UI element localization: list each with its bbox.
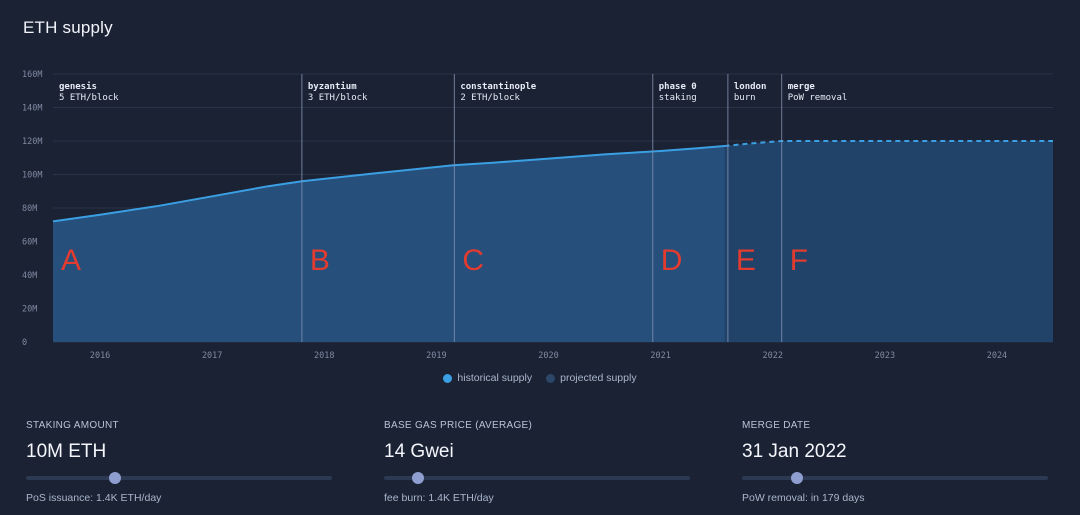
x-tick-label: 2017	[202, 351, 222, 361]
y-tick-label: 100M	[22, 171, 42, 181]
y-tick-label: 0	[22, 338, 27, 348]
staking-amount-label: STAKING AMOUNT	[26, 420, 119, 431]
slider-thumb[interactable]	[791, 472, 804, 484]
x-tick-label: 2020	[538, 351, 558, 361]
legend-label-historical: historical supply	[457, 372, 533, 384]
x-tick-label: 2024	[987, 351, 1007, 361]
era-name: london	[734, 82, 767, 92]
era-description: 2 ETH/block	[460, 93, 520, 103]
base-gas-price-label: BASE GAS PRICE (AVERAGE)	[384, 420, 533, 431]
x-tick-label: 2016	[90, 351, 110, 361]
era-description: staking	[659, 93, 697, 103]
slider-thumb[interactable]	[411, 472, 424, 484]
x-tick-label: 2019	[426, 351, 446, 361]
staking-amount-slider[interactable]	[26, 472, 332, 484]
era-name: genesis	[59, 81, 97, 92]
era-letter-marker: D	[661, 244, 683, 277]
legend-label-projected: projected supply	[560, 372, 637, 384]
legend-item-historical[interactable]: historical supply	[443, 372, 532, 384]
era-description: 5 ETH/block	[59, 93, 119, 103]
x-tick-label: 2018	[314, 351, 334, 361]
merge-date-label: MERGE DATE	[742, 420, 811, 431]
chart-legend: historical supply projected supply	[0, 372, 1080, 384]
staking-amount-value: 10M ETH	[26, 441, 107, 462]
era-letter-marker: F	[790, 244, 808, 277]
era-name: byzantium	[308, 81, 357, 92]
x-tick-label: 2022	[762, 351, 782, 361]
x-tick-label: 2023	[875, 351, 895, 361]
slider-track[interactable]	[384, 476, 690, 480]
merge-date-slider[interactable]	[742, 472, 1048, 484]
pow-removal-note: PoW removal: in 179 days	[742, 492, 865, 504]
slider-thumb[interactable]	[108, 472, 121, 484]
area-layer	[52, 140, 1053, 342]
y-tick-label: 160M	[22, 70, 42, 80]
slider-track[interactable]	[26, 476, 332, 480]
y-tick-label: 40M	[22, 271, 37, 281]
era-description: burn	[734, 93, 756, 103]
y-tick-label: 60M	[22, 238, 37, 248]
base-gas-price-control: BASE GAS PRICE (AVERAGE) 14 Gwei fee bur…	[384, 420, 690, 504]
era-letter-marker: C	[462, 244, 484, 277]
base-gas-price-value: 14 Gwei	[384, 441, 454, 462]
pos-issuance-note: PoS issuance: 1.4K ETH/day	[26, 492, 162, 504]
era-name: constantinople	[460, 81, 536, 92]
y-tick-label: 80M	[22, 204, 37, 214]
slider-track[interactable]	[742, 476, 1048, 480]
era-description: PoW removal	[788, 93, 848, 103]
historical-dot-icon	[443, 373, 453, 383]
era-name: merge	[788, 82, 816, 92]
era-letter-marker: B	[310, 244, 330, 277]
chart-title: ETH supply	[23, 18, 113, 37]
era-letter-marker: A	[61, 244, 81, 277]
staking-amount-control: STAKING AMOUNT 10M ETH PoS issuance: 1.4…	[26, 420, 332, 504]
era-letter-marker: E	[736, 244, 756, 277]
historical-supply-area	[53, 146, 725, 342]
projected-supply-line	[724, 140, 1053, 147]
legend-item-projected[interactable]: projected supply	[546, 372, 637, 384]
historical-supply-line	[52, 145, 725, 223]
projected-supply-area	[724, 141, 1053, 342]
era-description: 3 ETH/block	[308, 93, 368, 103]
merge-date-value: 31 Jan 2022	[742, 441, 847, 462]
merge-date-control: MERGE DATE 31 Jan 2022 PoW removal: in 1…	[742, 420, 1048, 504]
era-name: phase 0	[659, 82, 697, 92]
tick-layer: 0 20M 40M 60M 80M 100M 120M 140M 160M 2016 2017 201…	[22, 70, 1007, 361]
projected-dot-icon	[546, 373, 556, 383]
fee-burn-note: fee burn: 1.4K ETH/day	[384, 492, 494, 504]
base-gas-price-slider[interactable]	[384, 472, 690, 484]
y-tick-label: 140M	[22, 104, 42, 114]
x-tick-label: 2021	[650, 351, 670, 361]
y-tick-label: 120M	[22, 137, 42, 147]
y-tick-label: 20M	[22, 305, 37, 315]
